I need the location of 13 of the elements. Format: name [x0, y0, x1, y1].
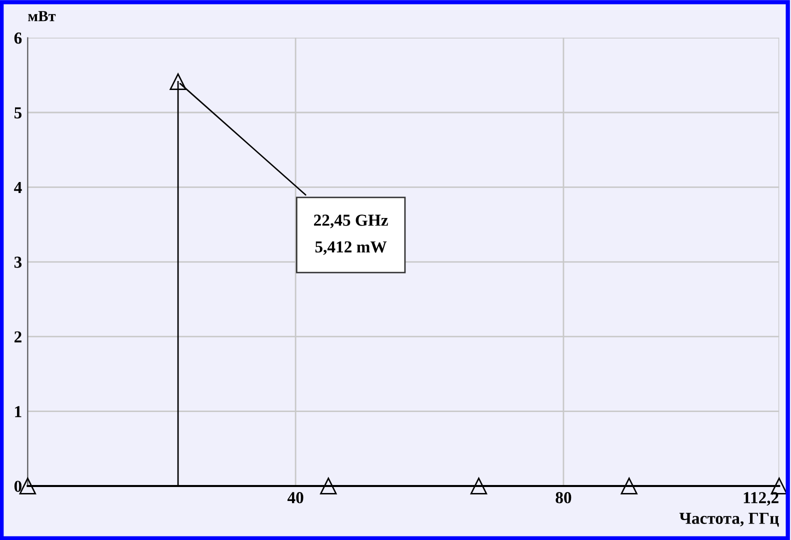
- y-tick-label: 2: [14, 331, 22, 342]
- x-tick-label: 112,2: [744, 492, 778, 506]
- y-tick-label: 0: [14, 480, 22, 492]
- y-tick-label: 1: [15, 406, 22, 418]
- x-tick-label: 40: [287, 492, 304, 504]
- y-tick-label: 3: [14, 256, 22, 268]
- x-tick-label: 80: [556, 492, 572, 504]
- y-tick-label: 5: [14, 107, 22, 118]
- y-tick-label: 6: [14, 32, 22, 44]
- y-tick-label: 4: [14, 182, 22, 193]
- y-axis-title: мВт: [28, 11, 56, 22]
- annotation: 22,45 GHz 5,412 mW: [314, 214, 388, 255]
- x-axis-title: Частота, ГГц: [679, 512, 779, 527]
